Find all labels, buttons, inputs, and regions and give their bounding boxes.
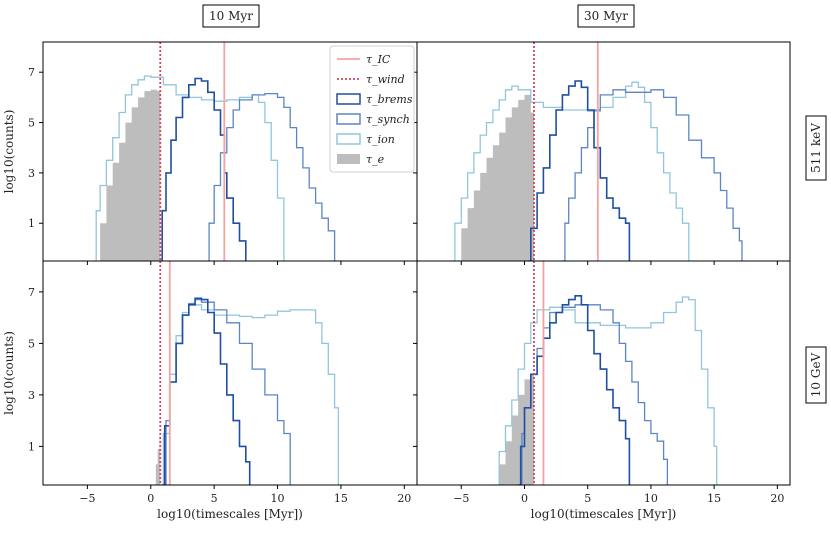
y-tick-label: 5 [28, 337, 35, 350]
legend: τ_IC τ_wind τ_brems τ_synch τ_ion τ_e [329, 45, 415, 173]
panel-frame [42, 260, 418, 486]
y-axis-label: log10(counts) [2, 331, 16, 415]
series-tau-ion [160, 304, 340, 485]
legend-item-synch: τ_synch [336, 113, 410, 126]
series-tau-e-fill [454, 94, 534, 261]
legend-frame [329, 45, 415, 173]
x-axis-label: log10(timescales [Myr]) [157, 507, 303, 521]
x-tick-label: 10 [644, 492, 658, 505]
legend-item-ion: τ_ion [336, 133, 395, 146]
series-tau-e-fill [96, 89, 161, 261]
x-tick-label: 5 [584, 492, 591, 505]
legend-swatch [336, 133, 361, 145]
column-label-10myr: 10 Myr [202, 4, 260, 28]
legend-label: τ_ion [366, 133, 395, 146]
x-tick-label: 20 [770, 492, 784, 505]
row-label-511kev: 511 keV [805, 115, 827, 181]
legend-item-IC: τ_IC [337, 53, 391, 66]
legend-label: τ_brems [366, 93, 413, 106]
x-tick-label: −5 [79, 492, 95, 505]
panel-r1-c1: −5 0 5 10 15 20 log10(timescales [Myr]) [413, 260, 791, 521]
row-label-511kev-text: 511 keV [809, 123, 823, 173]
legend-item-e: τ_e [337, 153, 385, 166]
legend-swatch [336, 93, 361, 105]
panel-r0-c1 [413, 41, 791, 265]
row-label-10gev-text: 10 GeV [809, 352, 823, 397]
series-tau-brems [528, 80, 631, 261]
y-tick-label: 3 [28, 389, 35, 402]
series-tau-e-fill [154, 436, 161, 485]
x-tick-label: 0 [147, 492, 154, 505]
legend-label: τ_wind [366, 73, 405, 86]
x-tick-label: 15 [707, 492, 721, 505]
x-tick-label: 0 [521, 492, 528, 505]
x-tick-label: 5 [211, 492, 218, 505]
y-axis-label: log10(counts) [2, 110, 16, 194]
panel-r0-c0: 1 3 5 7 log10(counts) [2, 41, 418, 265]
legend-label: τ_e [366, 153, 385, 166]
y-tick-label: 7 [28, 66, 35, 79]
panels: 1 3 5 7 log10(counts) 1 3 5 7 −5 0 5 10 15 20 log10(tim… [2, 41, 791, 521]
legend-swatch [337, 154, 360, 164]
row-label-10gev: 10 GeV [805, 346, 827, 404]
y-tick-label: 5 [28, 117, 35, 130]
series-tau-brems [160, 77, 247, 261]
series-tau-synch [207, 92, 336, 261]
y-tick-label: 7 [28, 286, 35, 299]
series-tau-ion [492, 296, 718, 485]
series-tau-synch [518, 304, 669, 485]
x-tick-label: 10 [271, 492, 285, 505]
y-tick-label: 3 [28, 167, 35, 180]
legend-item-brems: τ_brems [336, 93, 413, 106]
y-tick-label: 1 [28, 217, 35, 230]
panel-r1-c0: 1 3 5 7 −5 0 5 10 15 20 log10(timescales [Myr]) log… [2, 260, 418, 521]
x-tick-label: 20 [397, 492, 411, 505]
legend-swatch [336, 113, 361, 125]
series-tau-synch [562, 89, 743, 261]
series-tau-brems [162, 297, 251, 485]
series-tau-ion [93, 75, 285, 261]
column-label-30myr: 30 Myr [577, 4, 635, 28]
x-tick-label: 15 [334, 492, 348, 505]
series-tau-brems [518, 295, 631, 485]
legend-label: τ_IC [366, 53, 391, 66]
series-tau-e-fill [492, 374, 534, 485]
legend-item-wind: τ_wind [337, 73, 405, 86]
legend-label: τ_synch [366, 113, 410, 126]
column-label-30myr-text: 30 Myr [584, 9, 628, 23]
panel-frame [416, 260, 791, 486]
x-axis-label: log10(timescales [Myr]) [531, 507, 677, 521]
x-tick-label: −5 [453, 492, 469, 505]
y-tick-label: 1 [28, 440, 35, 453]
column-label-10myr-text: 10 Myr [209, 9, 253, 23]
